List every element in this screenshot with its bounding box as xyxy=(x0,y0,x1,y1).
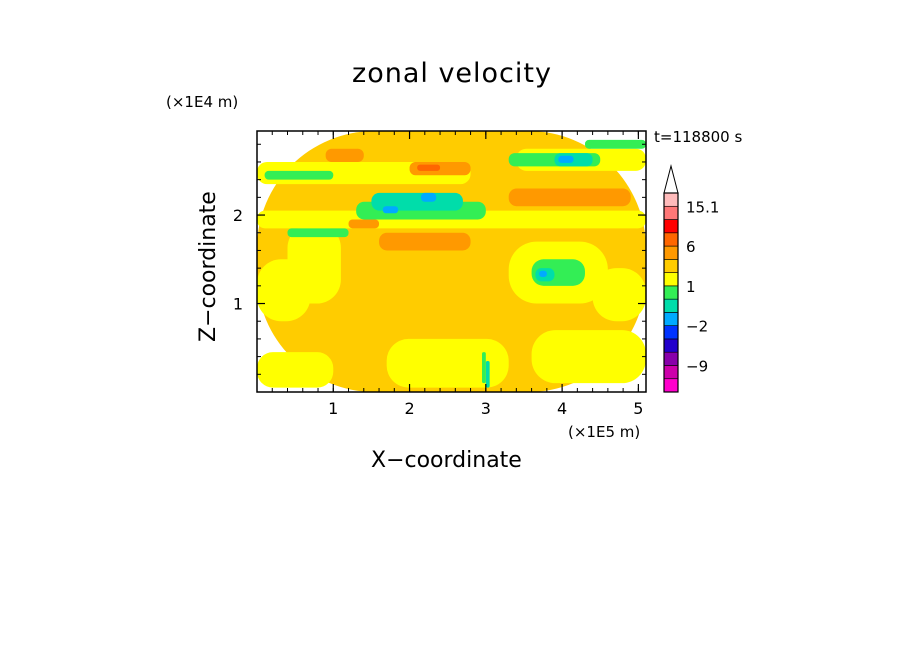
colorbar-swatch-3 xyxy=(663,338,679,353)
colorbar-label-2: 1 xyxy=(686,278,696,296)
colorbar-swatch-11 xyxy=(663,232,679,247)
field-region-27 xyxy=(379,232,471,251)
colorbar-swatch-7 xyxy=(663,285,679,300)
field-region-20 xyxy=(382,206,399,214)
field-region-31 xyxy=(482,352,486,384)
field-region-21 xyxy=(420,192,437,202)
colorbar-swatch-8 xyxy=(663,272,679,287)
colorbar-swatch-12 xyxy=(663,219,679,234)
field-region-12 xyxy=(287,228,349,238)
x-tick-label-2: 3 xyxy=(481,399,491,418)
field-region-14 xyxy=(584,139,646,149)
y-tick-label-0: 1 xyxy=(233,295,243,314)
colorbar-swatch-9 xyxy=(663,259,679,273)
x-tick-label-1: 2 xyxy=(404,399,414,418)
x-tick-label-3: 4 xyxy=(557,399,567,418)
colorbar-swatch-2 xyxy=(663,351,679,366)
x-tick-label-0: 1 xyxy=(328,399,338,418)
colorbar-swatch-10 xyxy=(663,245,679,260)
time-label: t=118800 s xyxy=(654,128,743,146)
colorbar-label-1: 6 xyxy=(686,238,696,256)
field-region-1 xyxy=(257,352,334,388)
field-region-24 xyxy=(325,148,364,162)
field-region-11 xyxy=(264,170,334,180)
x-tick-label-4: 5 xyxy=(633,399,643,418)
colorbar-label-4: −9 xyxy=(686,357,708,375)
colorbar-overflow-triangle xyxy=(663,164,679,194)
field-region-23 xyxy=(539,270,547,277)
field-region-30 xyxy=(485,361,490,388)
x-unit-label: (×1E5 m) xyxy=(568,423,641,441)
x-axis-label: X−coordinate xyxy=(371,448,522,473)
colorbar-frame xyxy=(663,192,679,393)
field-region-28 xyxy=(348,219,380,229)
colorbar-swatch-0 xyxy=(663,378,679,393)
colorbar-swatch-5 xyxy=(663,312,679,326)
colorbar-swatch-4 xyxy=(663,325,679,340)
y-tick-label-1: 2 xyxy=(233,206,243,225)
chart-title: zonal velocity xyxy=(352,58,552,89)
field-region-5 xyxy=(287,223,341,304)
field-region-7 xyxy=(592,268,646,322)
colorbar-swatch-1 xyxy=(663,365,679,380)
field-region-26 xyxy=(508,188,631,207)
colorbar-swatch-14 xyxy=(663,192,679,207)
field-region-29 xyxy=(417,164,441,171)
field-region-3 xyxy=(531,330,646,384)
plot-frame xyxy=(256,130,647,393)
field-region-22 xyxy=(558,155,574,163)
colorbar-swatch-13 xyxy=(663,205,679,220)
y-unit-label: (×1E4 m) xyxy=(166,93,239,111)
colorbar-label-0: 15.1 xyxy=(686,198,719,216)
colorbar-swatch-6 xyxy=(663,298,679,313)
field-region-2 xyxy=(386,338,509,388)
colorbar-label-3: −2 xyxy=(686,318,708,336)
